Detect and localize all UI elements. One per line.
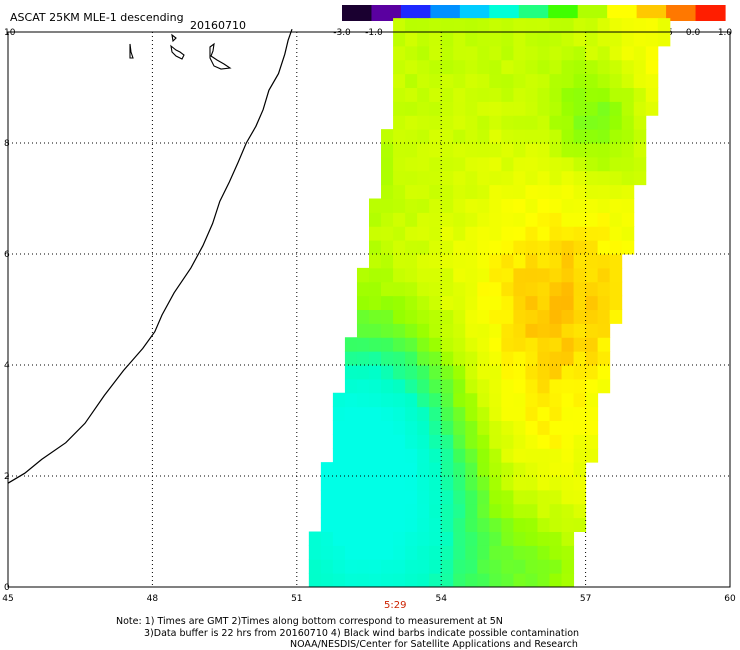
y-tick-label: 0	[4, 583, 10, 593]
product-date: 20160710	[190, 19, 246, 32]
colorbar-segment	[548, 5, 579, 21]
y-tick-label: 8	[4, 139, 10, 149]
x-tick-label: 51	[291, 594, 302, 604]
y-tick-label: 4	[4, 361, 10, 371]
note-line-3: NOAA/NESDIS/Center for Satellite Applica…	[290, 639, 578, 650]
coastline	[7, 29, 293, 484]
y-tick-label: 10	[4, 28, 16, 38]
x-axis: 45 48 51 54 57 60	[2, 594, 736, 604]
colorbar-segment	[489, 5, 520, 21]
y-tick-label: 2	[4, 472, 10, 482]
x-tick-label: 54	[435, 594, 447, 604]
colorbar-segment	[636, 5, 667, 21]
data-swath	[308, 18, 671, 588]
x-tick-label: 45	[2, 594, 13, 604]
colorbar-segment	[577, 5, 608, 21]
colorbar-segment	[459, 5, 490, 21]
colorbar-segment	[607, 5, 638, 21]
y-tick-label: 6	[4, 250, 10, 260]
note-line-1: Note: 1) Times are GMT 2)Times along bot…	[116, 616, 503, 627]
colorbar-tick-label: 1.0	[718, 28, 733, 38]
colorbar-segment	[371, 5, 402, 21]
colorbar-tick-label: -3.0	[333, 28, 351, 38]
x-tick-label: 57	[580, 594, 591, 604]
colorbar-segment	[430, 5, 461, 21]
note-line-2: 3)Data buffer is 22 hrs from 20160710 4)…	[144, 628, 580, 639]
x-tick-label: 48	[147, 594, 159, 604]
colorbar-segment	[400, 5, 431, 21]
colorbar-tick-label: 0.0	[686, 28, 701, 38]
time-label: 5:29	[384, 600, 406, 611]
colorbar-tick-label: -1.0	[365, 28, 383, 38]
y-axis: 0 2 4 6 8 10	[4, 28, 16, 593]
product-title: ASCAT 25KM MLE-1 descending	[10, 11, 184, 24]
colorbar-segment	[666, 5, 697, 21]
islands	[129, 33, 232, 70]
x-tick-label: 60	[724, 594, 736, 604]
colorbar-segment	[695, 5, 726, 21]
colorbar-segment	[342, 5, 373, 21]
map-frame	[7, 31, 731, 588]
colorbar-segment	[518, 5, 549, 21]
